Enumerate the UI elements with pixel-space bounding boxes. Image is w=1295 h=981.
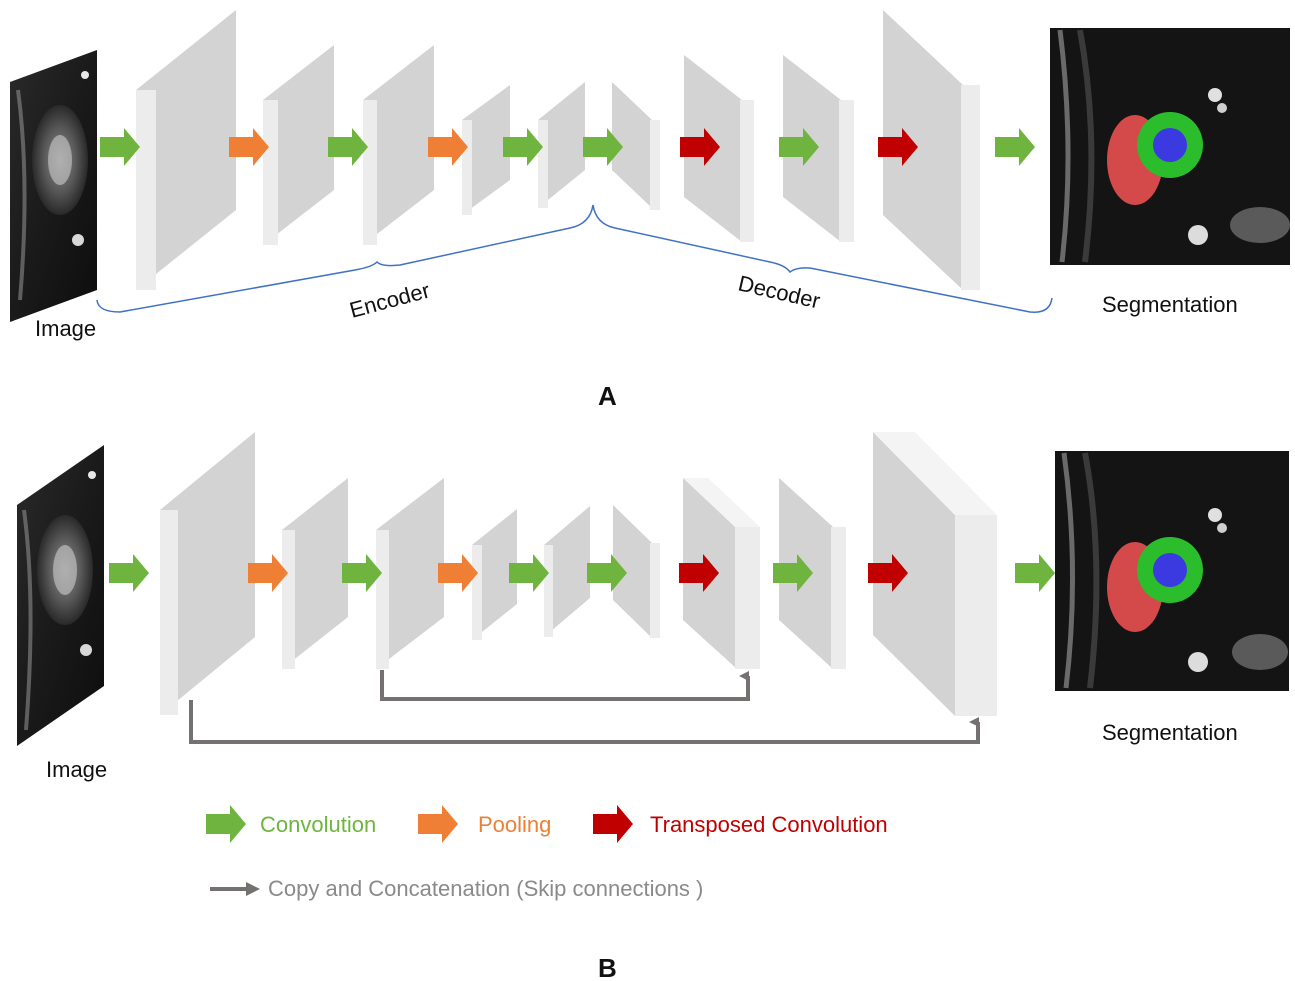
legend-transposed: Transposed Convolution <box>593 805 888 843</box>
conv-block <box>160 432 255 715</box>
legend-convolution-arrow <box>206 805 246 843</box>
convolution-arrow <box>503 128 543 166</box>
conv-block <box>544 506 590 637</box>
convolution-arrow <box>509 554 549 592</box>
pooling-arrow <box>248 554 288 592</box>
segmentation-output-b <box>1055 451 1289 691</box>
left-ventricle-mask <box>1153 128 1187 162</box>
convolution-arrow <box>100 128 140 166</box>
panel-label-b: B <box>598 953 617 981</box>
transposed-convolution-arrow <box>679 554 719 592</box>
pooling-arrow <box>438 554 478 592</box>
segmentation-label-a: Segmentation <box>1102 292 1238 317</box>
decoder-label: Decoder <box>736 271 823 314</box>
convolution-arrow <box>109 554 149 592</box>
convolution-arrow <box>773 554 813 592</box>
conv-block <box>873 432 997 716</box>
unet-blocks-b <box>160 432 997 716</box>
input-image-b <box>17 445 104 746</box>
convolution-arrow <box>342 554 382 592</box>
conv-block <box>612 82 660 210</box>
legend-pooling-label: Pooling <box>478 812 551 837</box>
skip-connection-outer <box>189 700 980 744</box>
legend-pooling: Pooling <box>418 805 551 843</box>
skip-connections <box>189 670 980 744</box>
conv-block <box>538 82 585 208</box>
legend-skip: Copy and Concatenation (Skip connections… <box>210 876 703 901</box>
convolution-arrow <box>328 128 368 166</box>
legend-pooling-arrow <box>418 805 458 843</box>
transposed-convolution-arrow <box>878 128 918 166</box>
segmentation-label-b: Segmentation <box>1102 720 1238 745</box>
convolution-arrow <box>1015 554 1055 592</box>
convolution-arrow <box>587 554 627 592</box>
encoder-decoder-brace <box>96 204 1053 313</box>
conv-block <box>363 45 434 245</box>
image-label-a: Image <box>35 316 96 341</box>
segmentation-output-a <box>1050 28 1290 265</box>
conv-block <box>263 45 334 245</box>
panel-a: Image <box>10 10 1290 411</box>
encoder-label: Encoder <box>347 277 433 322</box>
conv-block <box>282 478 348 669</box>
left-ventricle-mask <box>1153 553 1187 587</box>
legend-skip-arrow <box>246 882 260 896</box>
transposed-convolution-arrow <box>868 554 908 592</box>
convolution-arrow <box>779 128 819 166</box>
conv-block <box>462 85 510 215</box>
legend: Convolution Pooling Transposed Convoluti… <box>206 805 888 901</box>
legend-skip-label: Copy and Concatenation (Skip connections… <box>268 876 703 901</box>
panel-b: Image <box>17 432 1289 782</box>
arrows-a <box>100 128 1035 166</box>
conv-block <box>136 10 236 290</box>
conv-block <box>376 478 444 669</box>
encoder-decoder-blocks-a <box>136 10 980 290</box>
convolution-arrow <box>995 128 1035 166</box>
legend-transposed-arrow <box>593 805 633 843</box>
conv-block <box>883 10 980 290</box>
conv-block <box>472 509 517 640</box>
legend-convolution-label: Convolution <box>260 812 376 837</box>
image-label-b: Image <box>46 757 107 782</box>
skip-connection-inner <box>380 670 750 701</box>
panel-label-a: A <box>598 381 617 411</box>
legend-convolution: Convolution <box>206 805 376 843</box>
pooling-arrow <box>428 128 468 166</box>
legend-transposed-label: Transposed Convolution <box>650 812 888 837</box>
arrows-b <box>109 554 1055 592</box>
convolution-arrow <box>583 128 623 166</box>
transposed-convolution-arrow <box>680 128 720 166</box>
pooling-arrow <box>229 128 269 166</box>
conv-block <box>613 505 660 638</box>
input-image-a <box>10 50 97 322</box>
